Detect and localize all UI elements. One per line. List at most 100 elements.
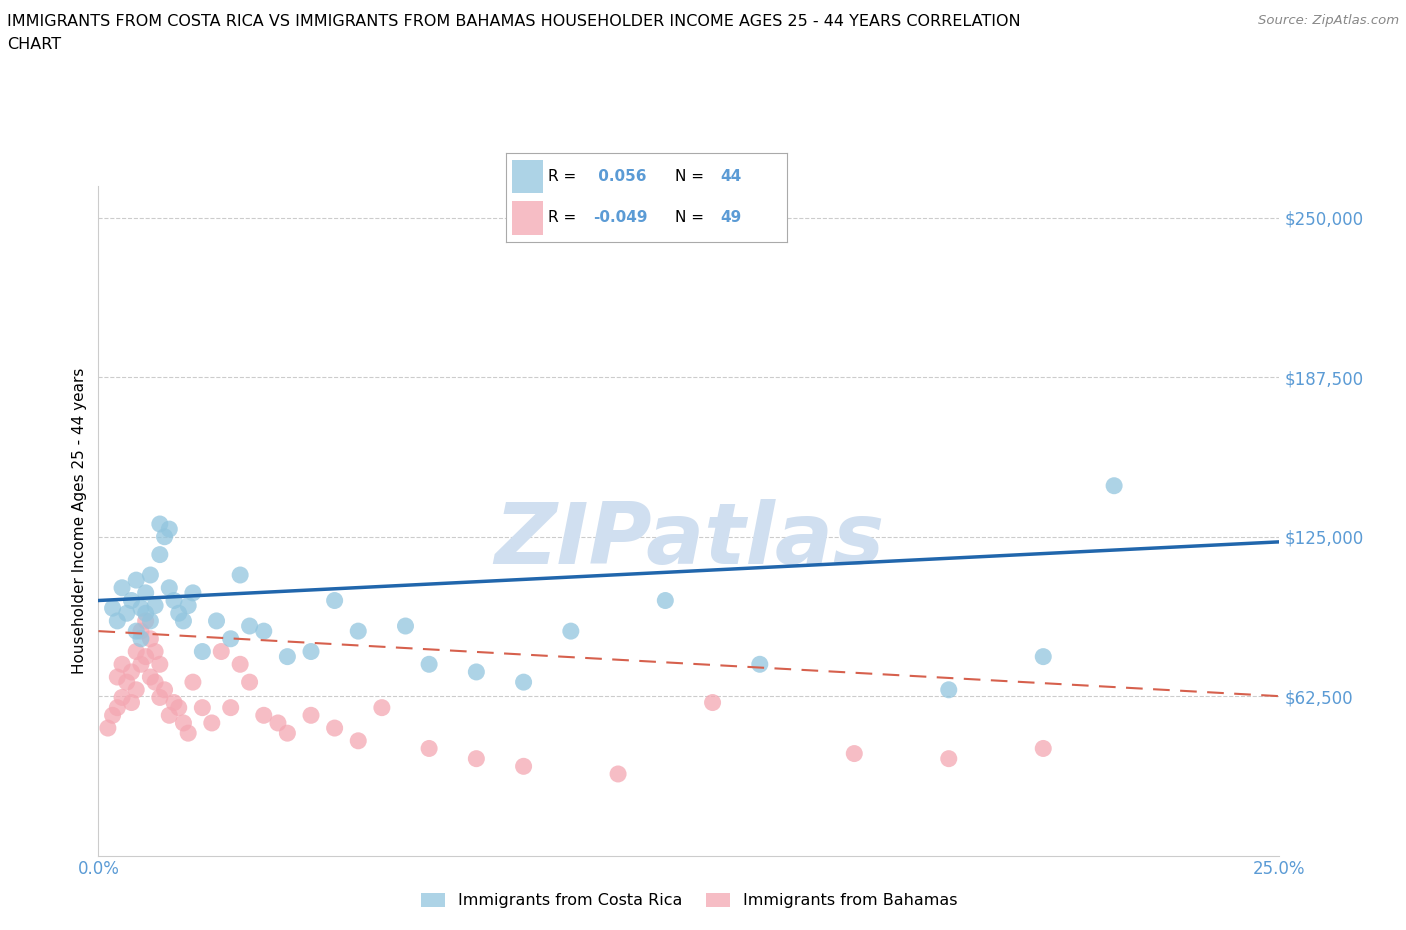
Point	[1032, 649, 1054, 664]
Point	[139, 631, 162, 646]
Point	[129, 601, 152, 616]
Point	[239, 674, 262, 689]
Text: 0.056: 0.056	[593, 169, 647, 184]
Point	[323, 721, 346, 736]
Point	[167, 700, 190, 715]
Point	[139, 614, 162, 629]
Point	[299, 644, 322, 659]
Point	[115, 674, 138, 689]
Point	[163, 593, 186, 608]
Point	[219, 631, 242, 646]
Text: IMMIGRANTS FROM COSTA RICA VS IMMIGRANTS FROM BAHAMAS HOUSEHOLDER INCOME AGES 25: IMMIGRANTS FROM COSTA RICA VS IMMIGRANTS…	[7, 14, 1021, 29]
Point	[181, 585, 204, 600]
Text: CHART: CHART	[7, 37, 60, 52]
Point	[654, 593, 676, 608]
Point	[125, 624, 148, 639]
Point	[560, 624, 582, 639]
Point	[844, 746, 866, 761]
Point	[135, 614, 157, 629]
Point	[201, 715, 224, 730]
Text: 49: 49	[720, 210, 741, 225]
Point	[219, 700, 242, 715]
Point	[153, 683, 176, 698]
Point	[149, 657, 172, 671]
Point	[157, 522, 180, 537]
Point	[299, 708, 322, 723]
Bar	[512, 160, 543, 193]
Point	[191, 700, 214, 715]
Point	[177, 598, 200, 613]
Point	[129, 631, 152, 646]
Point	[153, 529, 176, 544]
Text: R =: R =	[548, 169, 576, 184]
Point	[512, 674, 534, 689]
Legend: Immigrants from Costa Rica, Immigrants from Bahamas: Immigrants from Costa Rica, Immigrants f…	[415, 886, 963, 914]
Point	[139, 567, 162, 582]
Point	[239, 618, 262, 633]
Point	[371, 700, 394, 715]
Point	[157, 580, 180, 595]
Point	[191, 644, 214, 659]
Text: N =: N =	[675, 169, 704, 184]
Point	[135, 649, 157, 664]
Point	[111, 580, 134, 595]
Point	[101, 601, 124, 616]
Point	[276, 725, 298, 740]
Point	[121, 593, 143, 608]
Point	[143, 674, 166, 689]
Point	[1102, 478, 1125, 493]
Point	[512, 759, 534, 774]
Point	[347, 624, 370, 639]
Point	[115, 605, 138, 620]
Point	[607, 766, 630, 781]
Point	[229, 567, 252, 582]
Point	[139, 670, 162, 684]
Point	[149, 516, 172, 531]
Bar	[512, 201, 543, 234]
Point	[143, 598, 166, 613]
Point	[97, 721, 120, 736]
Point	[135, 605, 157, 620]
Point	[465, 665, 488, 680]
Point	[105, 614, 128, 629]
Y-axis label: Householder Income Ages 25 - 44 years: Householder Income Ages 25 - 44 years	[72, 367, 87, 674]
Text: -0.049: -0.049	[593, 210, 648, 225]
Point	[394, 618, 416, 633]
Point	[209, 644, 232, 659]
Point	[125, 573, 148, 588]
Text: ZIPatlas: ZIPatlas	[494, 499, 884, 582]
Point	[347, 734, 370, 749]
Point	[418, 657, 440, 671]
Point	[121, 695, 143, 710]
Text: 44: 44	[720, 169, 741, 184]
Point	[702, 695, 724, 710]
Point	[172, 715, 194, 730]
Point	[748, 657, 770, 671]
Point	[253, 708, 276, 723]
Point	[143, 644, 166, 659]
Point	[149, 690, 172, 705]
Point	[276, 649, 298, 664]
Point	[181, 674, 204, 689]
Point	[149, 547, 172, 562]
Point	[111, 657, 134, 671]
Text: R =: R =	[548, 210, 576, 225]
Point	[1032, 741, 1054, 756]
Point	[111, 690, 134, 705]
Point	[157, 708, 180, 723]
Point	[101, 708, 124, 723]
Point	[167, 605, 190, 620]
Point	[323, 593, 346, 608]
Point	[267, 715, 290, 730]
Point	[253, 624, 276, 639]
Point	[938, 683, 960, 698]
Point	[105, 700, 128, 715]
Point	[418, 741, 440, 756]
Point	[163, 695, 186, 710]
Point	[125, 644, 148, 659]
Point	[938, 751, 960, 766]
Point	[135, 585, 157, 600]
Point	[465, 751, 488, 766]
Point	[229, 657, 252, 671]
Text: Source: ZipAtlas.com: Source: ZipAtlas.com	[1258, 14, 1399, 27]
